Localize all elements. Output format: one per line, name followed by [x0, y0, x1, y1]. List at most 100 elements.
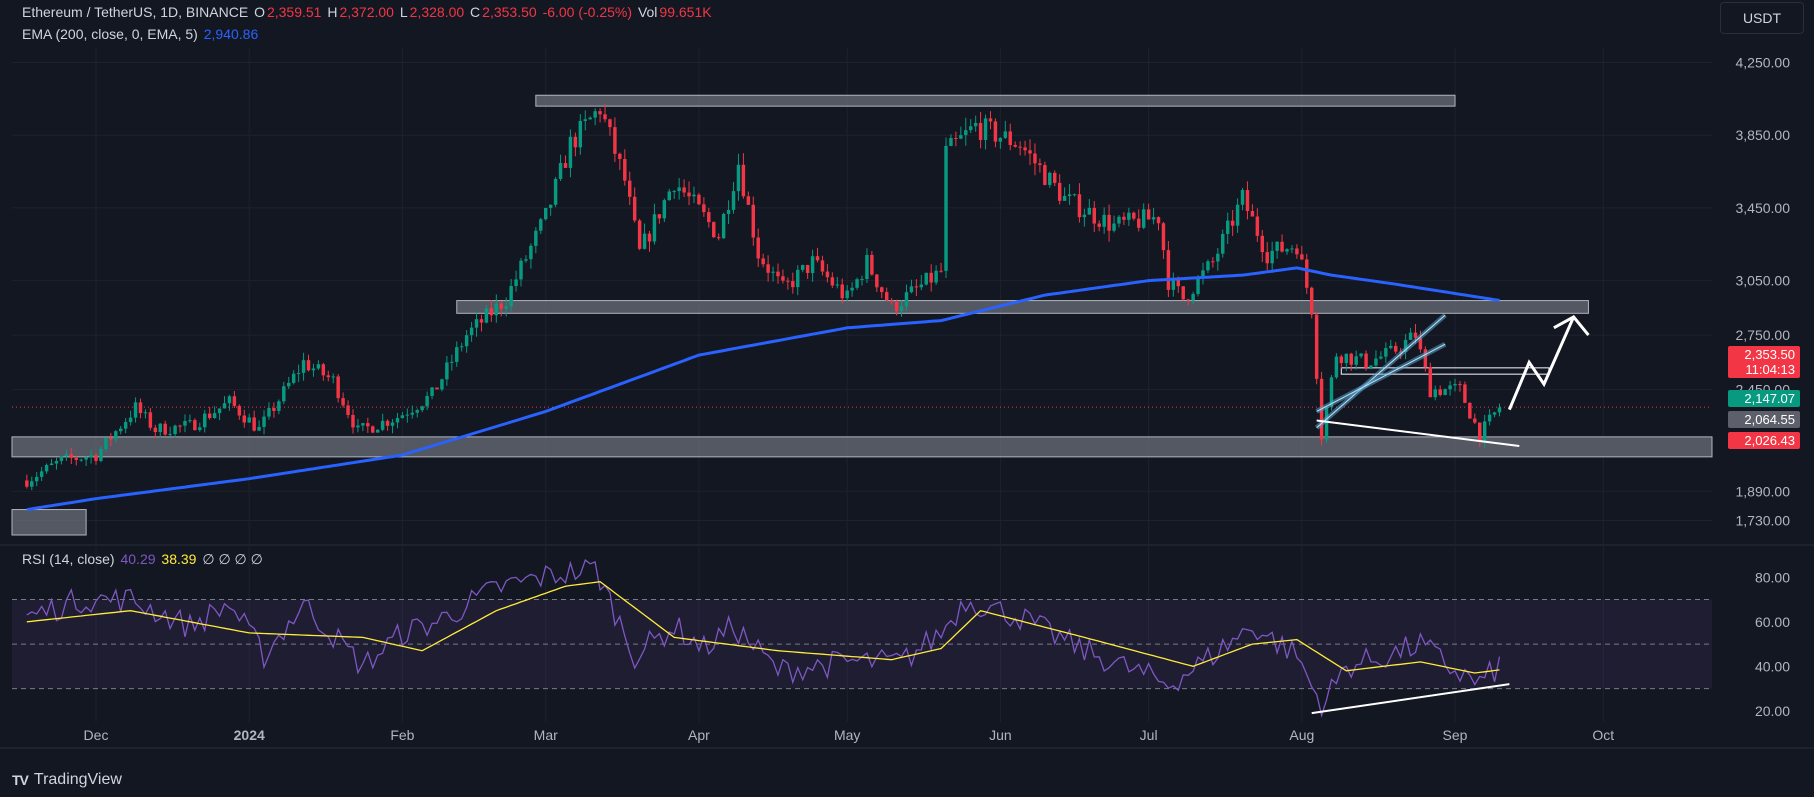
tradingview-brand[interactable]: TV TradingView	[12, 771, 122, 789]
candle-body	[79, 459, 83, 461]
time-tick-label: Jul	[1140, 727, 1158, 743]
candle-body	[850, 287, 854, 291]
candle-body	[247, 417, 251, 423]
price-zone	[456, 300, 1589, 314]
candle-body	[1033, 153, 1037, 164]
candle-body	[1260, 235, 1265, 253]
candle-body	[1028, 150, 1032, 154]
candle-body	[1161, 223, 1166, 251]
candle-body	[242, 415, 246, 423]
candle-body	[1102, 214, 1106, 227]
candle-body	[1334, 356, 1339, 378]
price-tick-label: 3,050.00	[1736, 273, 1791, 289]
candle-body	[450, 361, 454, 363]
candle-body	[1112, 223, 1116, 231]
candle-body	[845, 290, 849, 299]
candle-body	[494, 303, 499, 316]
currency-button[interactable]: USDT	[1720, 2, 1804, 34]
candle-body	[356, 425, 360, 428]
candle-body	[1176, 279, 1181, 287]
candle-body	[623, 158, 627, 181]
candle-body	[721, 213, 726, 239]
candle-body	[1062, 196, 1067, 201]
candle-body	[736, 164, 741, 192]
candle-body	[889, 300, 894, 302]
candle-body	[1374, 358, 1378, 366]
candle-body	[104, 437, 108, 450]
candle-body	[54, 460, 59, 464]
candle-body	[781, 276, 785, 281]
candle-body	[114, 431, 118, 440]
candle-body	[430, 387, 434, 396]
candle-body	[291, 373, 296, 383]
candle-body	[756, 237, 760, 259]
candle-body	[1478, 422, 1482, 442]
candle-body	[939, 270, 943, 272]
candle-body	[608, 119, 612, 128]
candle-body	[1339, 356, 1344, 364]
candle-body	[855, 279, 859, 288]
candle-body	[539, 219, 543, 231]
candle-body	[410, 412, 415, 415]
candle-body	[1038, 163, 1042, 166]
candle-body	[884, 292, 889, 301]
time-tick-label: Oct	[1592, 727, 1614, 743]
candle-body	[435, 387, 439, 390]
ema-legend[interactable]: EMA (200, close, 0, EMA, 5) 2,940.86	[22, 26, 260, 42]
candle-body	[697, 194, 701, 205]
candle-body	[618, 153, 622, 159]
candle-body	[504, 306, 508, 309]
rsi-legend[interactable]: RSI (14, close) 40.29 38.39 ∅ ∅ ∅ ∅	[22, 551, 265, 568]
candle-body	[1048, 172, 1052, 185]
candle-body	[1003, 131, 1008, 138]
candle-body	[1314, 314, 1319, 379]
last-price-value: 2,353.50	[1744, 347, 1795, 362]
candle-body	[1403, 339, 1408, 353]
wedge-line	[1316, 314, 1446, 429]
candle-body	[771, 271, 775, 273]
candle-body	[385, 420, 390, 426]
rsi-tick-label: 40.00	[1755, 658, 1790, 674]
candle-body	[1196, 277, 1200, 294]
candle-body	[1473, 418, 1477, 423]
candle-body	[613, 127, 617, 154]
candle-body	[474, 319, 479, 328]
candle-body	[1468, 402, 1472, 419]
candle-body	[257, 426, 261, 431]
candle-body	[1487, 414, 1492, 422]
candle-body	[193, 420, 197, 431]
candle-body	[870, 254, 874, 275]
candle-body	[1448, 385, 1452, 390]
candle-body	[301, 360, 306, 373]
candle-body	[1379, 356, 1383, 359]
symbol-title[interactable]: Ethereum / TetherUS, 1D, BINANCE	[22, 4, 249, 20]
candle-body	[331, 376, 335, 378]
candle-body	[603, 114, 607, 120]
ema-label: EMA (200, close, 0, EMA, 5)	[22, 26, 198, 42]
candle-body	[326, 375, 331, 378]
candle-body	[49, 463, 54, 466]
time-tick-label: Aug	[1289, 727, 1314, 743]
candle-body	[1107, 214, 1111, 231]
candle-body	[796, 269, 800, 288]
candle-body	[712, 222, 716, 238]
candle-body	[825, 271, 830, 278]
ema-value: 2,940.86	[203, 26, 259, 42]
candle-body	[593, 111, 597, 118]
candle-body	[1211, 261, 1215, 263]
candle-body	[361, 423, 365, 426]
candle-body	[464, 335, 469, 347]
candle-body	[1137, 218, 1141, 228]
candle-body	[899, 306, 904, 312]
gray-price-tag: 2,064.55	[1728, 411, 1800, 428]
time-tick-label: 2024	[234, 727, 265, 743]
candle-body	[321, 364, 326, 376]
candle-body	[1166, 250, 1171, 290]
rsi-tick-label: 20.00	[1755, 703, 1790, 719]
candle-body	[445, 362, 449, 380]
candle-body	[84, 457, 88, 460]
candle-body	[282, 386, 286, 402]
candle-body	[188, 420, 192, 422]
candle-body	[968, 126, 973, 131]
